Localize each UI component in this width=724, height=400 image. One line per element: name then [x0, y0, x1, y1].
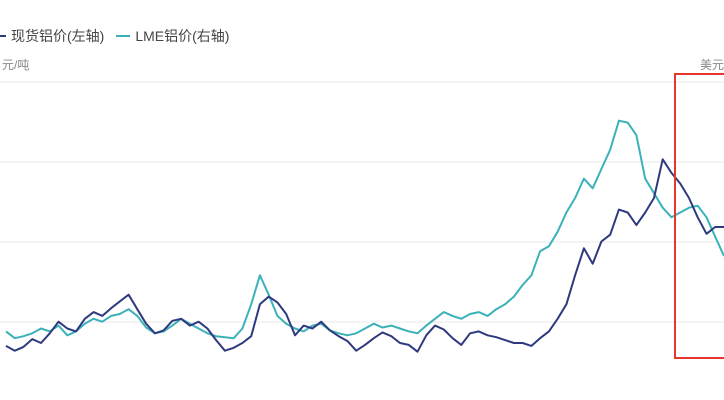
- legend-item-lme[interactable]: LME铝价(右轴): [116, 26, 229, 46]
- legend-label-spot: 现货铝价(左轴): [11, 28, 105, 44]
- legend-label-lme: LME铝价(右轴): [135, 28, 230, 44]
- legend: 现货铝价(左轴) LME铝价(右轴): [0, 26, 241, 46]
- series-line-spot[interactable]: [5, 158, 724, 353]
- series-line-lme[interactable]: [5, 119, 724, 340]
- highlight-box: [674, 73, 724, 359]
- legend-swatch-lme: [116, 35, 131, 37]
- right-axis-unit: 美元: [700, 58, 724, 72]
- left-axis-unit: 元/吨: [2, 58, 30, 72]
- legend-swatch-spot: [0, 35, 6, 37]
- legend-item-spot[interactable]: 现货铝价(左轴): [0, 26, 104, 46]
